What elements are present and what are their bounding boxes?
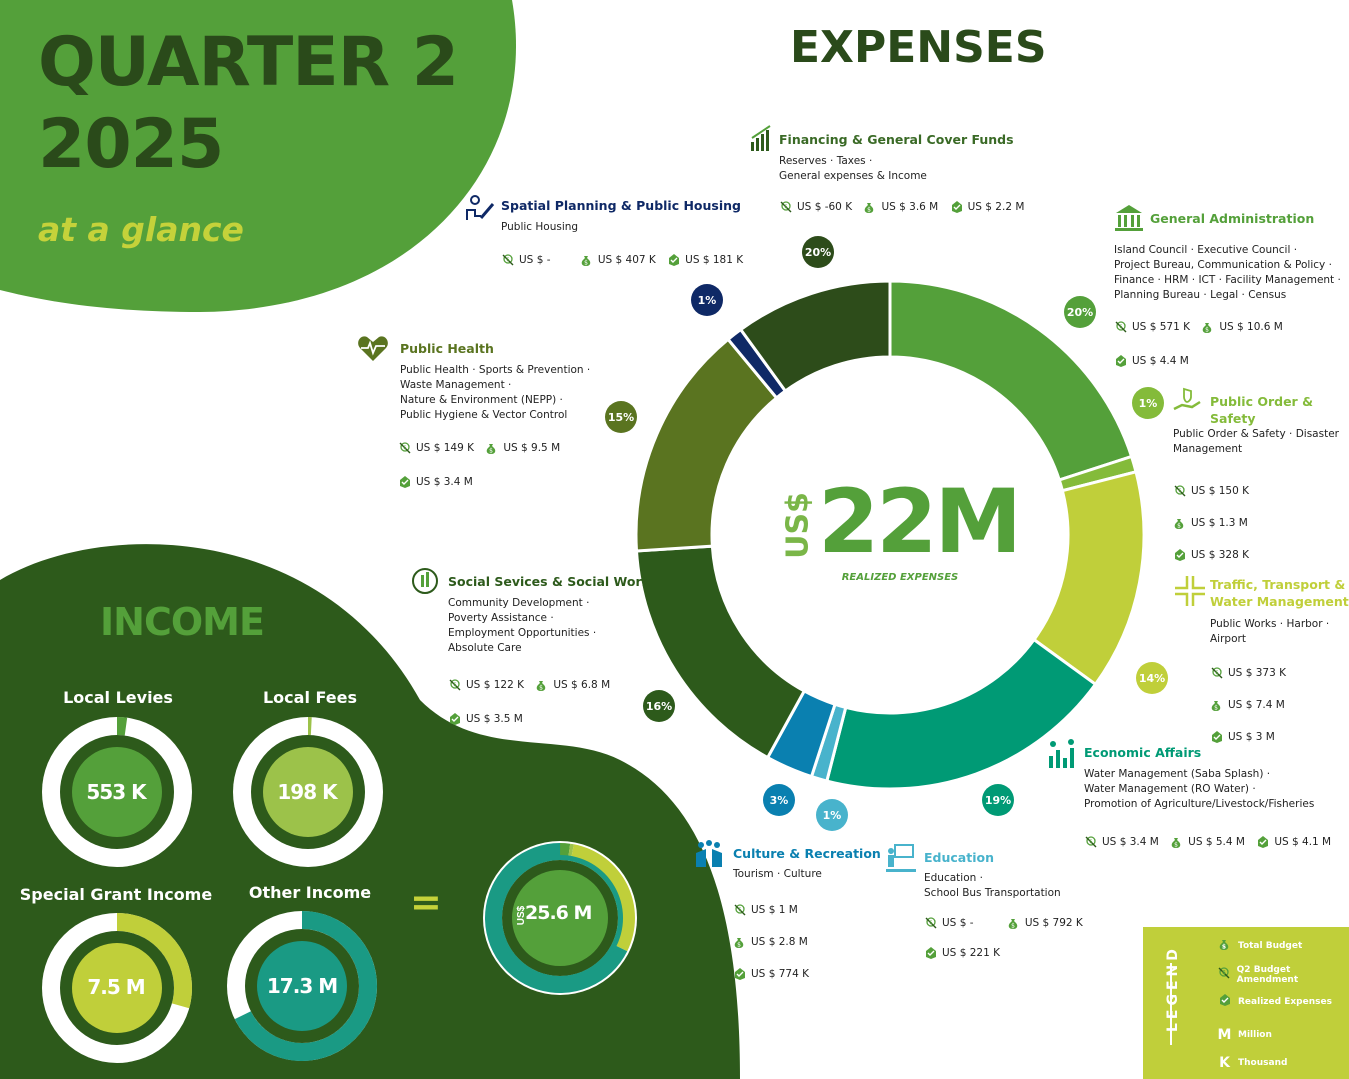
pct-label-8: 1% (691, 284, 723, 316)
pct-label-6: 16% (643, 690, 675, 722)
local-fees-label: Local Fees (262, 688, 358, 707)
income-ring-fill-0 (117, 717, 128, 736)
social-values: US $ 122 K US $ 6.8 M US $ 3.5 M (448, 675, 668, 733)
spatial-planning-icon (466, 195, 495, 220)
pct-label-1: 1% (1132, 387, 1164, 419)
legend-thousand: K Thousand (1219, 1055, 1288, 1071)
economic-chart-icon (1049, 739, 1074, 768)
safety-hand-icon (1173, 387, 1201, 411)
crossroads-icon (1175, 576, 1205, 606)
legend-realized: Realized Expenses (1211, 993, 1332, 1011)
general-admin-title: General Administration (1150, 211, 1315, 226)
social-services-icon (412, 568, 438, 594)
pct-label-7: 15% (605, 401, 637, 433)
donut-segment-9 (738, 279, 892, 394)
pct-label-3: 19% (982, 784, 1014, 816)
local-levies-value: 553 K (86, 780, 146, 804)
general-admin-block: Island Council · Executive Council · Proj… (1114, 244, 1341, 301)
center-label: REALIZED EXPENSES (841, 572, 959, 583)
economic-block: Economic Affairs Water Management (Saba … (1084, 745, 1315, 810)
spatial-values: US $ - US $ 407 K US $ 181 K (501, 250, 751, 274)
general-admin-values: US $ 571 K US $ 10.6 M US $ 4.4 M (1114, 317, 1344, 375)
legend: LEGEND Total Budget Q2 Budget Amendment … (1143, 927, 1349, 1079)
legend-total-budget: Total Budget (1211, 937, 1302, 955)
income-core-2 (72, 943, 162, 1033)
income-title: INCOME (100, 600, 265, 644)
public-order-title: Public Order & Safety (1210, 394, 1313, 426)
at-a-glance: at a glance (38, 210, 244, 249)
pct-label-0: 20% (1064, 296, 1096, 328)
income-core-1 (263, 747, 353, 837)
center-value: 22M (818, 470, 1022, 573)
spatial-block: Spatial Planning & Public Housing Public… (501, 198, 741, 233)
quarter-title: QUARTER 2 2025 (38, 23, 459, 184)
special-grant-label: Special Grant Income (19, 885, 213, 904)
social-block: Social Sevices & Social Work Community D… (448, 574, 650, 654)
financing-values: US $ -60 K US $ 3.6 M US $ 2.2 M (779, 197, 1032, 221)
culture-values: US $ 1 M US $ 2.8 M US $ 774 K (733, 896, 873, 992)
economic-values: US $ 3.4 M US $ 5.4 M US $ 4.1 M (1084, 832, 1344, 856)
income-core-0 (72, 747, 162, 837)
education-icon (886, 844, 916, 872)
center-currency: US$ (780, 492, 816, 559)
education-block: Education Education · School Bus Transpor… (924, 850, 1061, 899)
other-income-value: 17.3 M (266, 974, 338, 998)
financing-block: Financing & General Cover Funds Reserves… (779, 132, 1014, 182)
legend-amendment: Q2 Budget Amendment (1211, 965, 1349, 985)
pct-label-5: 3% (763, 784, 795, 816)
other-income-label: Other Income (248, 883, 372, 902)
public-order-block: Public Order & Safety · Disaster Manageme… (1173, 428, 1339, 455)
legend-million: M Million (1217, 1027, 1272, 1043)
traffic-title: Traffic, Transport & Water Management (1210, 577, 1349, 609)
equals-sign: = (410, 880, 442, 924)
legend-title: LEGEND (1165, 945, 1181, 1032)
pct-label-9: 20% (802, 236, 834, 268)
government-building-icon (1115, 205, 1143, 231)
culture-icon (696, 840, 722, 867)
public-health-block: Public Health Public Health · Sports & P… (400, 341, 591, 421)
top-left-blob (0, 0, 517, 312)
pct-label-4: 1% (816, 799, 848, 831)
income-charts (60, 717, 636, 1061)
total-core (512, 870, 608, 966)
education-values: US $ - US $ 792 K US $ 221 K (924, 913, 1144, 967)
public-health-values: US $ 149 K US $ 9.5 M US $ 3.4 M (398, 438, 618, 496)
local-levies-label: Local Levies (63, 688, 173, 707)
culture-block: Culture & Recreation Tourism · Culture (733, 846, 881, 880)
heart-pulse-icon (358, 336, 388, 361)
financing-icon (751, 125, 771, 151)
expenses-title: EXPENSES (790, 22, 1047, 73)
traffic-values: US $ 373 K US $ 7.4 M US $ 3 M (1210, 659, 1340, 755)
income-ring-fill-2 (117, 912, 193, 1009)
income-ring-fill-1 (308, 717, 312, 736)
pct-label-2: 14% (1136, 662, 1168, 694)
total-income-value: 25.6 M (525, 902, 592, 924)
traffic-block: Public Works · Harbor · Airport (1210, 618, 1330, 645)
public-order-values: US $ 150 K US $ 1.3 M US $ 328 K (1173, 477, 1343, 573)
income-core-3 (257, 941, 347, 1031)
local-fees-value: 198 K (277, 780, 337, 804)
special-grant-value: 7.5 M (87, 975, 145, 999)
